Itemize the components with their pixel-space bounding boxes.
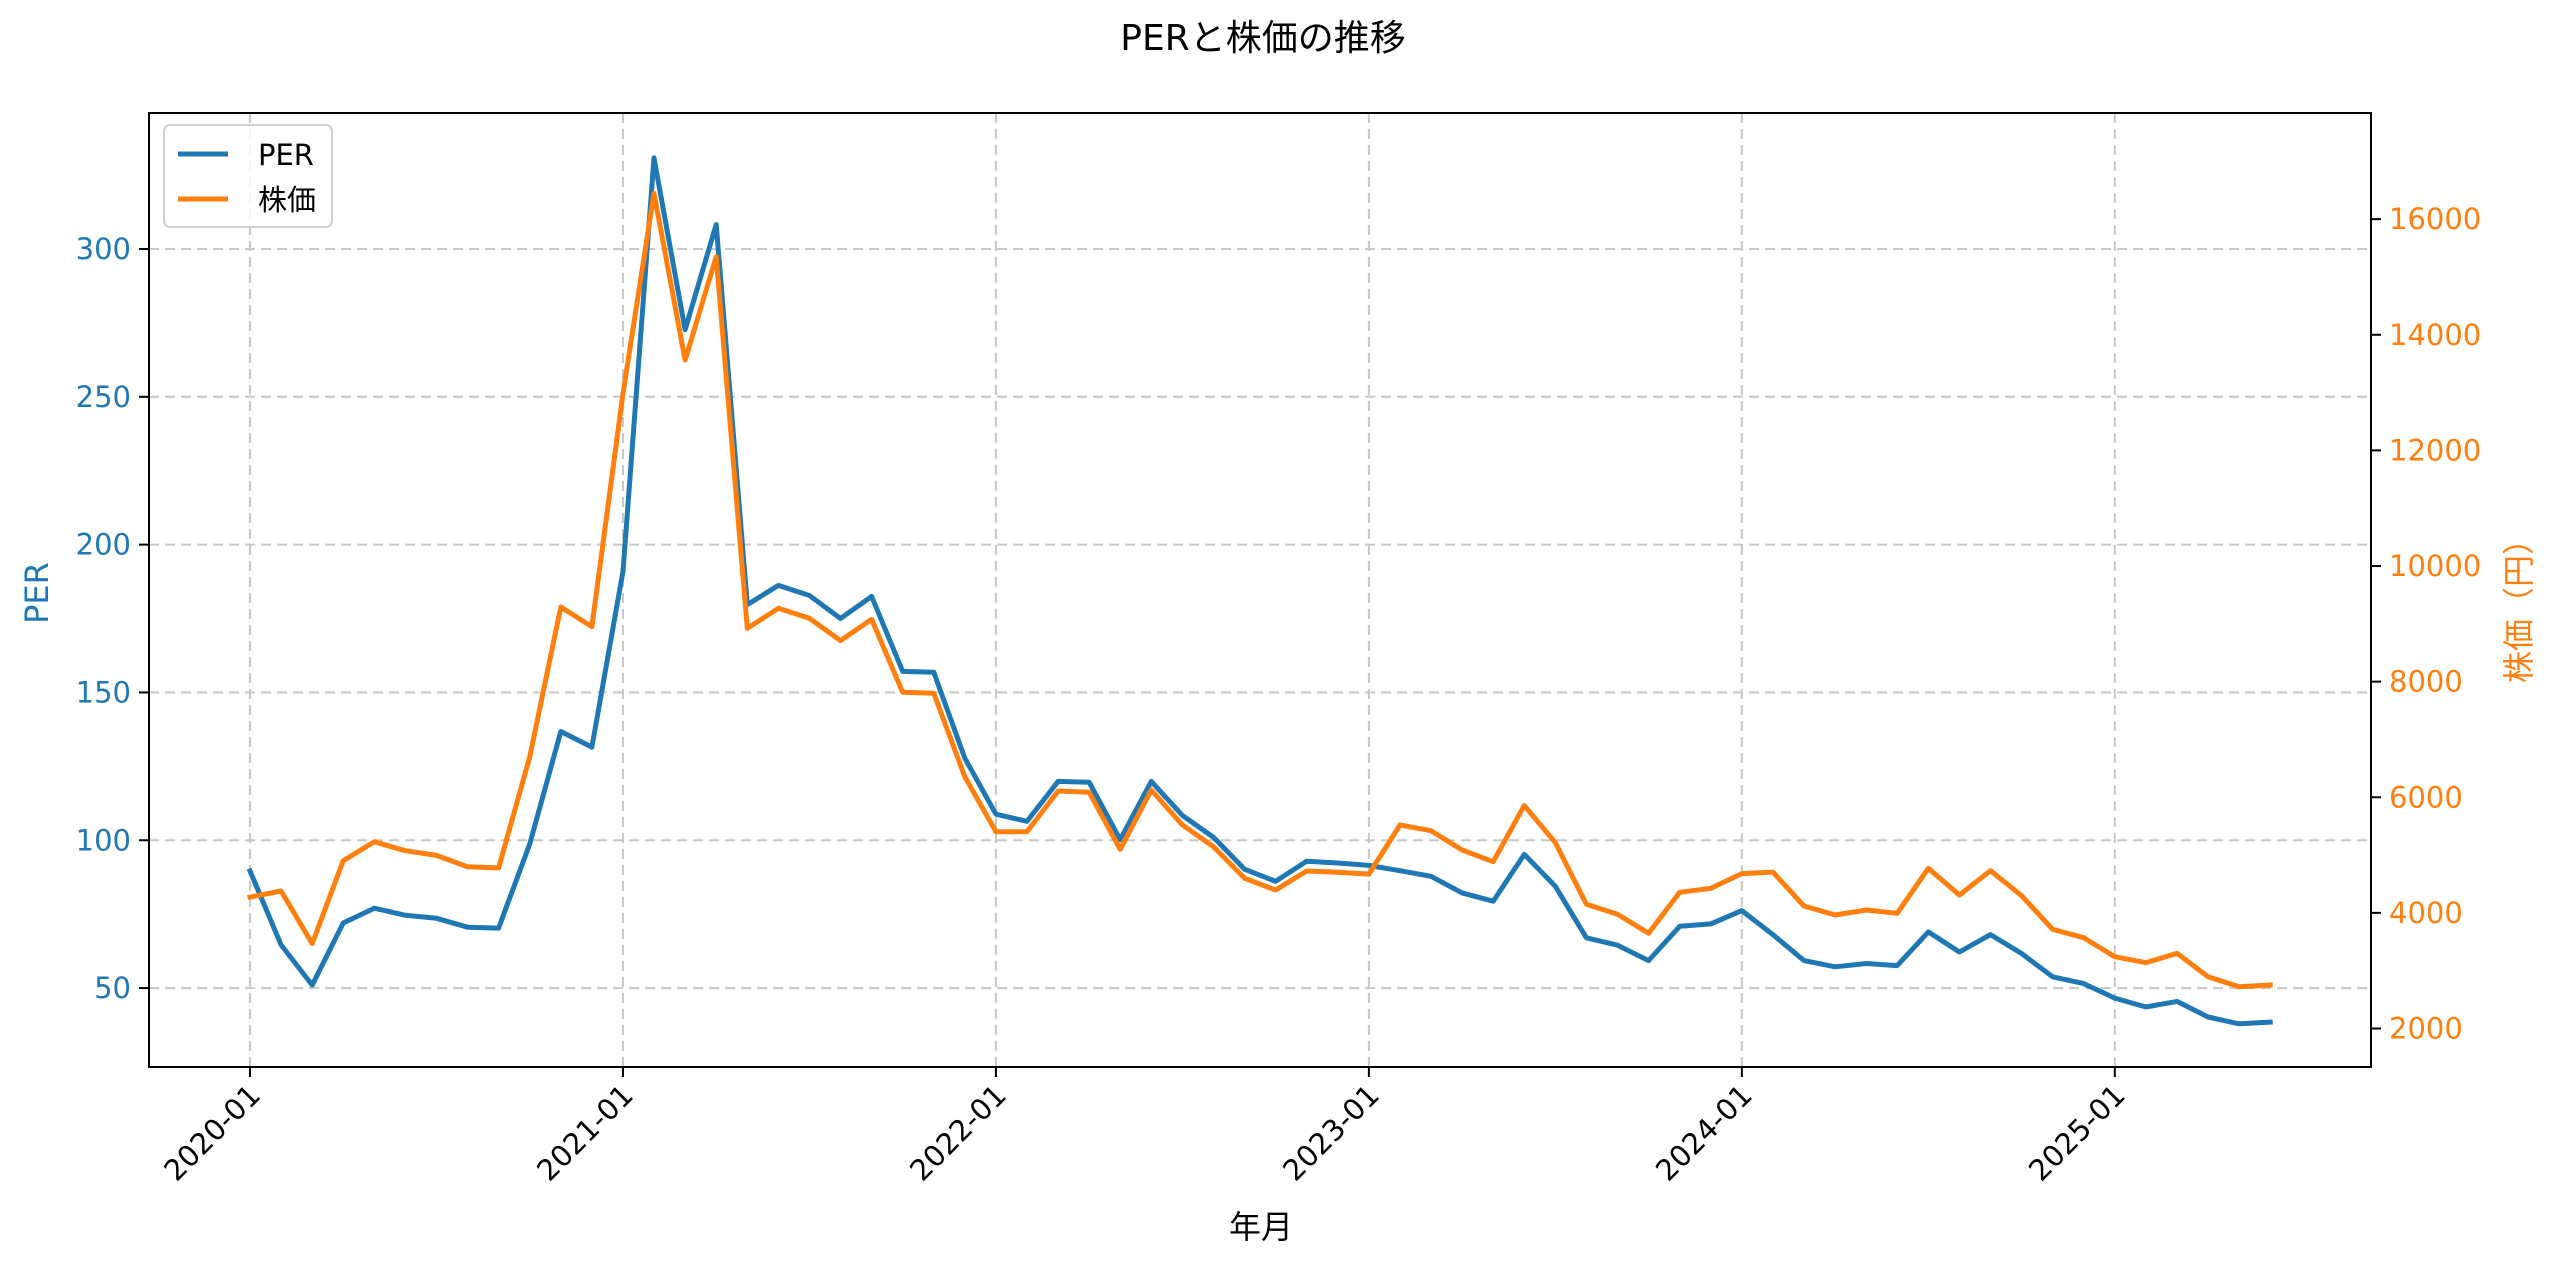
x-tick-label: 2022-01 xyxy=(903,1078,1013,1188)
right-tick-label: 6000 xyxy=(2389,780,2463,814)
right-tick-label: 4000 xyxy=(2389,896,2463,930)
x-axis: 2020-01 2021-01 2022-01 2023-01 2024-01 2025-… xyxy=(157,1067,2132,1188)
grid-lines xyxy=(149,113,2371,1067)
per-line xyxy=(246,155,2273,1027)
x-axis-label: 年月 xyxy=(1229,1208,1293,1246)
chart-title: PERと株価の推移 xyxy=(1120,18,1405,59)
left-tick-label: 300 xyxy=(76,232,131,266)
left-tick-label: 200 xyxy=(76,528,131,562)
y-axis-label-left: PER xyxy=(18,562,56,624)
x-tick-label: 2021-01 xyxy=(530,1078,640,1188)
right-y-axis: 2000 4000 6000 8000 10000 12000 14000 16000 xyxy=(2371,202,2481,1045)
right-tick-label: 12000 xyxy=(2389,433,2481,467)
left-tick-label: 250 xyxy=(76,380,131,414)
x-tick-label: 2024-01 xyxy=(1649,1078,1759,1188)
price-line xyxy=(247,190,2273,990)
left-y-axis: 50 100 150 200 250 300 xyxy=(76,232,149,1005)
left-tick-label: 150 xyxy=(76,675,131,709)
plot-series xyxy=(246,155,2273,1027)
legend: PER 株価 xyxy=(163,124,333,228)
x-tick-label: 2020-01 xyxy=(157,1078,267,1188)
right-tick-label: 8000 xyxy=(2389,665,2463,699)
right-tick-label: 14000 xyxy=(2389,318,2481,352)
left-tick-label: 100 xyxy=(76,823,131,857)
right-tick-label: 2000 xyxy=(2389,1011,2463,1045)
x-tick-label: 2025-01 xyxy=(2022,1078,2132,1188)
y-axis-label-right: 株価（円） xyxy=(2500,523,2538,683)
legend-price-label: 株価 xyxy=(258,183,316,217)
left-tick-label: 50 xyxy=(94,971,131,1005)
right-tick-label: 10000 xyxy=(2389,549,2481,583)
plot-frame xyxy=(148,112,2372,1068)
right-tick-label: 16000 xyxy=(2389,202,2481,236)
x-tick-label: 2023-01 xyxy=(1276,1078,1386,1188)
legend-per-label: PER xyxy=(258,138,314,172)
